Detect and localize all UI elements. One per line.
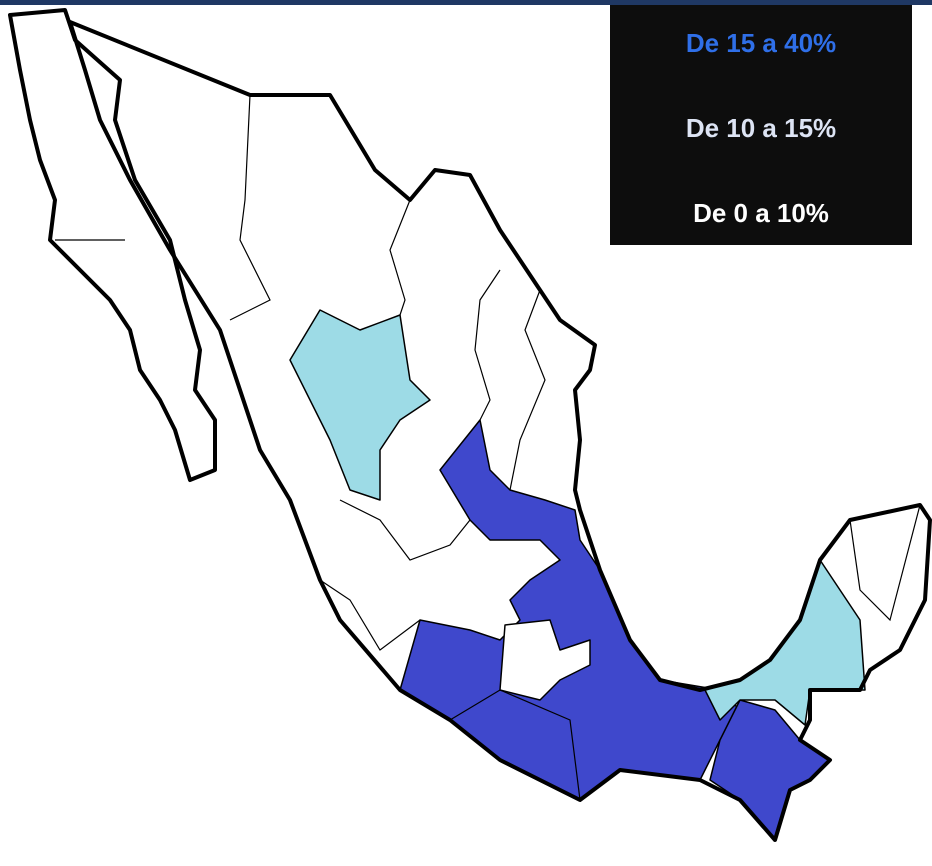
state-border (319, 579, 421, 651)
state-border (229, 94, 271, 321)
legend-entry: De 15 a 40% (686, 28, 836, 58)
state-border (339, 499, 471, 561)
top-bar (0, 0, 932, 5)
state-border (509, 289, 546, 491)
legend: De 15 a 40% De 10 a 15% De 0 a 10% (610, 5, 912, 245)
peninsula-coastline (8, 8, 217, 482)
mexico-map (8, 8, 932, 842)
state-light (289, 309, 431, 501)
coastline (68, 20, 932, 842)
legend-entry: De 0 a 10% (693, 198, 829, 228)
state-border (474, 269, 501, 421)
legend-box (610, 5, 912, 245)
state-white (499, 619, 591, 701)
state-border (389, 199, 411, 316)
state-border (849, 504, 921, 622)
state-border (449, 689, 581, 801)
legend-entry: De 10 a 15% (686, 113, 836, 143)
